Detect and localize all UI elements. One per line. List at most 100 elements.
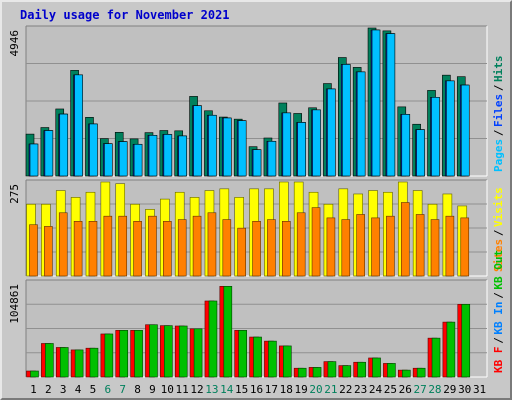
x-tick-label: 18 — [280, 383, 293, 396]
bar-kbout — [193, 328, 203, 378]
bar-pages — [267, 140, 277, 177]
bar-kbout — [89, 347, 99, 378]
bar-pages — [89, 123, 98, 177]
bar-kbout — [387, 363, 396, 378]
bar-pages — [327, 88, 336, 177]
bar-sites — [415, 214, 425, 277]
legend-sites: Sites — [492, 239, 505, 272]
bar-pages — [371, 29, 381, 177]
x-tick-label: 9 — [149, 383, 156, 396]
x-tick-label: 30 — [458, 383, 471, 396]
bar-pages — [416, 129, 425, 177]
bar-pages — [401, 114, 411, 177]
x-tick-label: 23 — [354, 383, 367, 396]
bar-kbout — [164, 325, 173, 378]
x-tick-label: 11 — [176, 383, 189, 396]
bar-pages — [237, 120, 247, 177]
x-tick-label: 17 — [265, 383, 278, 396]
bar-pages — [208, 114, 217, 177]
bar-sites — [386, 215, 395, 277]
x-tick-label: 3 — [60, 383, 67, 396]
bar-sites — [460, 217, 470, 277]
bar-kbout — [283, 345, 292, 378]
y-max-label: 104861 — [8, 284, 21, 324]
bar-pages — [104, 143, 113, 177]
bar-kbout — [149, 324, 158, 378]
bar-pages — [193, 105, 202, 177]
bar-kbout — [297, 367, 307, 378]
x-tick-label: 26 — [399, 383, 412, 396]
bar-kbout — [312, 367, 322, 378]
x-tick-label: 27 — [413, 383, 426, 396]
bar-sites — [267, 219, 276, 277]
bar-pages — [133, 143, 143, 177]
bar-sites — [296, 212, 306, 277]
x-tick-label: 7 — [119, 383, 126, 396]
legend-visits: Visits — [492, 187, 505, 227]
legend-pages: Pages — [492, 139, 505, 172]
bar-kbout — [104, 333, 114, 378]
bar-kbout — [461, 304, 471, 378]
bar-pages — [163, 134, 173, 177]
bar-sites — [445, 215, 455, 277]
bar-kbout — [74, 349, 84, 378]
bar-kbout — [327, 361, 337, 378]
bar-sites — [163, 221, 172, 277]
legend-separator: / — [492, 337, 505, 344]
bar-sites — [29, 224, 38, 277]
bar-sites — [311, 207, 321, 277]
bar-pages — [460, 84, 470, 177]
bar-kbout — [30, 370, 39, 378]
bar-kbout — [59, 347, 69, 378]
bar-kbout — [416, 367, 426, 378]
bar-kbout — [119, 330, 129, 378]
legend-separator: / — [492, 229, 505, 236]
x-tick-label: 10 — [161, 383, 174, 396]
bar-sites — [88, 221, 98, 277]
bar-pages — [252, 149, 262, 177]
bar-kbout — [357, 361, 366, 378]
bar-pages — [74, 74, 83, 177]
x-tick-label: 29 — [443, 383, 456, 396]
x-tick-label: 15 — [235, 383, 248, 396]
bar-kbout — [134, 330, 143, 378]
x-tick-label: 22 — [339, 383, 352, 396]
bar-sites — [207, 212, 217, 277]
x-tick-label: 24 — [369, 383, 383, 396]
bar-sites — [430, 219, 440, 277]
bar-kbout — [446, 321, 456, 378]
bar-sites — [341, 219, 351, 277]
legend-hits: Hits — [492, 56, 505, 83]
bar-sites — [73, 221, 83, 277]
bar-kbout — [178, 325, 188, 378]
x-tick-label: 19 — [294, 383, 307, 396]
x-tick-label: 25 — [384, 383, 397, 396]
x-tick-label: 31 — [473, 383, 486, 396]
x-tick-label: 14 — [220, 383, 234, 396]
legend-kb-out: KB Out — [492, 250, 505, 290]
bar-sites — [118, 215, 128, 277]
chart-title: Daily usage for November 2021 — [20, 8, 230, 22]
bar-sites — [44, 226, 53, 277]
x-tick-label: 4 — [75, 383, 82, 396]
bar-sites — [133, 221, 142, 277]
bar-pages — [44, 130, 54, 177]
bar-pages — [29, 143, 39, 177]
x-tick-label: 5 — [90, 383, 97, 396]
x-tick-label: 8 — [134, 383, 141, 396]
bar-kbout — [208, 300, 218, 378]
x-tick-label: 16 — [250, 383, 263, 396]
bar-sites — [326, 217, 336, 277]
x-tick-label: 13 — [205, 383, 218, 396]
bar-kbout — [372, 357, 381, 378]
legend-files: Files — [492, 94, 505, 127]
x-tick-label: 2 — [45, 383, 52, 396]
bar-sites — [252, 221, 261, 277]
bar-pages — [297, 122, 306, 177]
bar-kbout — [45, 343, 54, 378]
bar-sites — [148, 215, 157, 277]
bar-kbout — [238, 330, 247, 378]
bar-sites — [103, 215, 113, 277]
x-tick-label: 1 — [30, 383, 37, 396]
